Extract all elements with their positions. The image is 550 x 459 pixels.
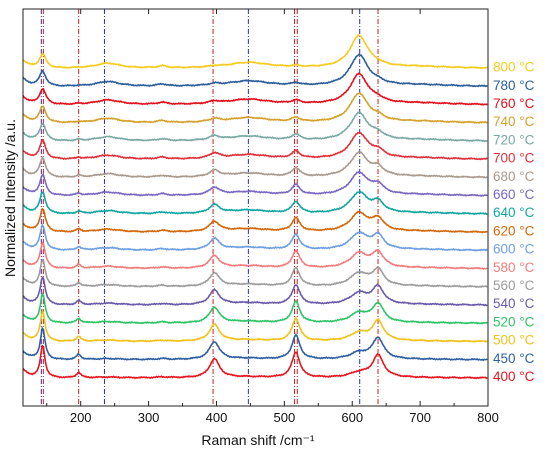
legend-label-700: 700 °C: [493, 151, 535, 166]
legend-label-760: 760 °C: [493, 96, 535, 111]
legend-label-740: 740 °C: [493, 114, 535, 129]
series-line-580: [22, 241, 488, 271]
legend: 400 °C 450 °C 500 °C 520 °C 540 °C 560 °C 580 …: [493, 60, 535, 384]
series-line-780: [22, 53, 488, 88]
legend-label-580: 580 °C: [493, 260, 535, 275]
legend-label-540: 540 °C: [493, 296, 535, 311]
legend-label-800: 800 °C: [493, 60, 535, 75]
series-line-620: [22, 207, 488, 234]
legend-label-450: 450 °C: [493, 351, 535, 366]
x-tick-label-600: 600: [341, 410, 363, 425]
plot-frame: [22, 8, 489, 407]
series-line-450: [22, 326, 488, 362]
legend-label-720: 720 °C: [493, 132, 535, 147]
series-line-640: [22, 190, 488, 216]
spectra-series: [22, 34, 488, 380]
legend-label-780: 780 °C: [493, 78, 535, 93]
y-axis-label: Normalized Intensity /a.u.: [2, 119, 18, 277]
series-line-540: [22, 276, 488, 307]
legend-label-500: 500 °C: [493, 333, 535, 348]
x-tick-label-200: 200: [70, 410, 92, 425]
legend-label-520: 520 °C: [493, 314, 535, 329]
series-line-520: [22, 291, 488, 325]
x-tick-label-500: 500: [273, 410, 295, 425]
series-line-740: [22, 92, 488, 124]
legend-label-560: 560 °C: [493, 278, 535, 293]
x-tick-label-300: 300: [138, 410, 160, 425]
series-line-600: [22, 223, 488, 252]
x-axis-ticks: 200 300 400 500 600 700 800: [46, 9, 499, 425]
x-tick-label-400: 400: [206, 410, 228, 425]
legend-label-680: 680 °C: [493, 169, 535, 184]
series-line-760: [22, 72, 488, 106]
series-line-560: [22, 258, 488, 289]
x-axis-label: Raman shift /cm⁻¹: [201, 432, 315, 448]
series-line-800: [22, 34, 488, 70]
legend-label-400: 400 °C: [493, 369, 535, 384]
series-line-720: [22, 111, 488, 143]
series-line-700: [22, 131, 488, 161]
x-tick-label-800: 800: [477, 410, 499, 425]
x-tick-label-700: 700: [409, 410, 431, 425]
legend-label-660: 660 °C: [493, 187, 535, 202]
series-line-660: [22, 170, 488, 197]
legend-label-620: 620 °C: [493, 223, 535, 238]
series-line-400: [22, 344, 488, 380]
series-line-500: [22, 308, 488, 343]
legend-label-600: 600 °C: [493, 242, 535, 257]
legend-label-640: 640 °C: [493, 205, 535, 220]
series-line-680: [22, 150, 488, 179]
